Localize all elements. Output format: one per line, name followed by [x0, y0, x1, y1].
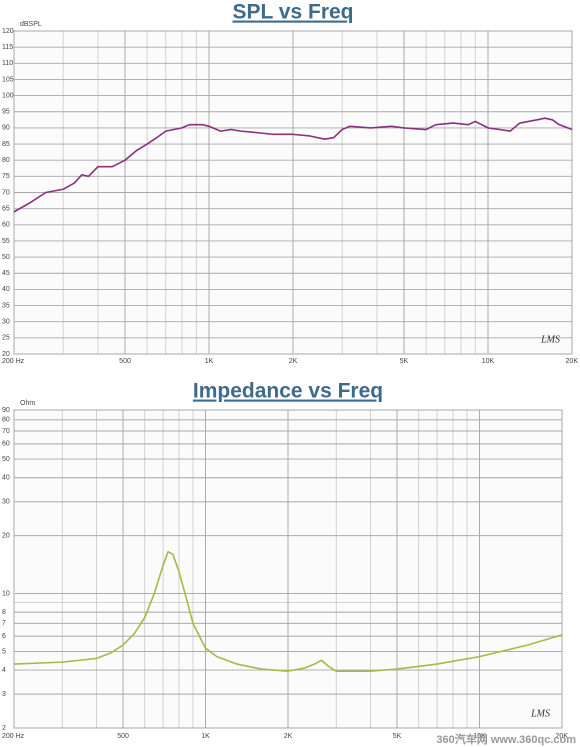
x-tick-label: 1K	[201, 733, 210, 740]
chart-title: Impedance vs Freq	[193, 380, 383, 403]
annotation: LMS	[530, 708, 550, 719]
y-tick-label: 6	[2, 633, 6, 640]
y-tick-label: 80	[2, 157, 10, 164]
y-tick-label: 50	[2, 456, 10, 463]
y-tick-label: 105	[2, 76, 14, 83]
x-tick-label: 200 Hz	[2, 733, 25, 740]
y-axis-label: Ohm	[20, 400, 35, 407]
y-tick-label: 75	[2, 173, 10, 180]
y-tick-label: 2	[2, 725, 6, 732]
y-tick-label: 5	[2, 648, 6, 655]
y-tick-label: 100	[2, 92, 14, 99]
y-tick-label: 3	[2, 691, 6, 698]
y-tick-label: 90	[2, 125, 10, 132]
y-tick-label: 65	[2, 205, 10, 212]
y-tick-label: 20	[2, 532, 10, 539]
y-tick-label: 70	[2, 189, 10, 196]
x-tick-label: 10K	[473, 733, 486, 740]
y-tick-label: 40	[2, 475, 10, 482]
x-tick-label: 20K	[566, 358, 579, 365]
x-tick-label: 5K	[400, 358, 409, 365]
y-tick-label: 4	[2, 667, 6, 674]
watermark: 360汽车网 www.360qc.com	[436, 732, 576, 746]
x-tick-label: 20K	[556, 733, 569, 740]
y-tick-label: 60	[2, 441, 10, 448]
y-tick-label: 25	[2, 335, 10, 342]
x-tick-label: 200 Hz	[2, 358, 25, 365]
series-line	[13, 550, 563, 672]
x-tick-label: 5K	[393, 733, 402, 740]
annotation: LMS	[540, 334, 560, 345]
chart-title: SPL vs Freq	[233, 1, 354, 24]
y-tick-label: 70	[2, 428, 10, 435]
y-tick-label: 45	[2, 270, 10, 277]
y-tick-label: 120	[2, 28, 14, 35]
y-tick-label: 80	[2, 417, 10, 424]
y-tick-label: 10	[2, 590, 10, 597]
y-tick-label: 95	[2, 109, 10, 116]
x-tick-label: 500	[117, 733, 129, 740]
y-tick-label: 50	[2, 254, 10, 261]
y-tick-label: 35	[2, 302, 10, 309]
series-line	[13, 117, 573, 213]
y-tick-label: 30	[2, 319, 10, 326]
y-tick-label: 90	[2, 407, 10, 414]
x-tick-label: 500	[119, 358, 131, 365]
y-tick-label: 55	[2, 238, 10, 245]
y-tick-label: 7	[2, 620, 6, 627]
y-axis-label: dBSPL	[20, 21, 42, 28]
x-tick-label: 1K	[205, 358, 214, 365]
y-tick-label: 20	[2, 351, 10, 358]
y-tick-label: 110	[2, 60, 13, 67]
y-tick-label: 60	[2, 222, 10, 229]
y-tick-label: 30	[2, 499, 10, 506]
x-tick-label: 2K	[284, 733, 293, 740]
y-tick-label: 85	[2, 141, 10, 148]
y-tick-label: 8	[2, 609, 6, 616]
y-tick-label: 115	[2, 44, 13, 51]
x-tick-label: 2K	[289, 358, 298, 365]
y-tick-label: 40	[2, 286, 10, 293]
x-tick-label: 10K	[482, 358, 495, 365]
